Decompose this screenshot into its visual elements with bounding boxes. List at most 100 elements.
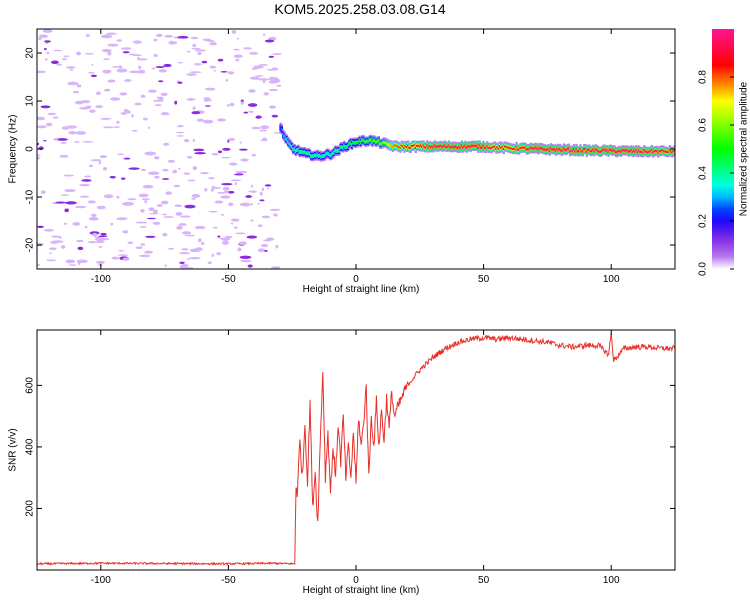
signal-peak (304, 152, 308, 155)
signal-peak (544, 149, 548, 152)
noise-speckle (200, 172, 210, 175)
noise-speckle (172, 169, 178, 174)
signal-peak (498, 145, 502, 148)
signal-peak (567, 147, 571, 150)
noise-speckle (143, 117, 148, 121)
signal-peak (407, 144, 410, 147)
noise-speckle (147, 126, 150, 129)
signal-peak (412, 144, 415, 147)
signal-peak (283, 135, 286, 138)
noise-speckle (46, 51, 50, 55)
signal-peak (358, 139, 361, 142)
noise-speckle (239, 255, 252, 259)
signal-peak (579, 148, 582, 151)
noise-speckle (99, 117, 112, 120)
signal-peak (563, 148, 567, 151)
signal-peak (474, 144, 477, 147)
noise-speckle (158, 96, 164, 101)
signal-peak (557, 148, 560, 151)
signal-peak (385, 141, 388, 144)
noise-speckle (122, 257, 130, 261)
noise-speckle (76, 239, 84, 243)
signal-peak (280, 128, 283, 131)
signal-peak (373, 139, 377, 142)
colorbar-tick-label: 0.2 (698, 214, 709, 228)
noise-speckle (102, 166, 108, 171)
noise-speckle (177, 35, 189, 39)
noise-speckle (141, 198, 151, 200)
noise-speckle (37, 263, 40, 266)
noise-speckle (75, 131, 86, 135)
noise-speckle (257, 202, 260, 205)
signal-peak (623, 149, 627, 152)
signal-peak (533, 147, 536, 150)
noise-speckle (89, 109, 96, 113)
signal-peak (356, 141, 359, 144)
noise-speckle (92, 232, 98, 237)
signal-peak (632, 149, 636, 152)
noise-speckle (98, 235, 108, 238)
signal-peak (464, 144, 467, 147)
noise-speckle (235, 58, 240, 62)
noise-speckle (137, 69, 146, 74)
noise-speckle (251, 153, 256, 157)
signal-peak (625, 149, 628, 152)
signal-peak (382, 141, 386, 144)
noise-speckle (180, 215, 191, 218)
noise-speckle (127, 198, 137, 201)
signal-peak (595, 149, 599, 152)
noise-speckle (98, 160, 102, 165)
colorbar-tick-label: 0.6 (698, 118, 709, 132)
noise-speckle (138, 193, 149, 198)
noise-speckle (157, 80, 164, 83)
signal-peak (437, 145, 440, 148)
noise-speckle (186, 50, 191, 53)
noise-speckle (153, 53, 158, 58)
noise-speckle (132, 40, 142, 44)
signal-peak (666, 151, 669, 154)
noise-speckle (189, 256, 201, 260)
signal-peak (290, 145, 294, 148)
noise-speckle (174, 100, 178, 105)
signal-peak (472, 144, 475, 147)
noise-speckle (174, 204, 182, 207)
noise-speckle (50, 60, 59, 65)
noise-speckle (65, 259, 76, 264)
noise-speckle (144, 250, 153, 254)
signal-peak (523, 146, 526, 149)
noise-speckle (110, 97, 121, 101)
signal-peak (552, 148, 555, 151)
signal-peak (617, 149, 620, 152)
signal-peak (288, 142, 291, 145)
y-tick-label: 10 (25, 95, 36, 107)
signal-peak (518, 148, 521, 151)
noise-speckle (116, 121, 120, 124)
signal-peak (551, 148, 554, 151)
noise-speckle (264, 184, 272, 187)
noise-speckle (204, 87, 216, 91)
noise-speckle (148, 207, 155, 212)
noise-speckle (162, 213, 167, 216)
y-tick-label: 400 (25, 438, 36, 455)
noise-speckle (177, 81, 183, 84)
noise-speckle (65, 201, 77, 205)
noise-speckle (192, 106, 196, 111)
signal-peak (339, 146, 342, 149)
noise-speckle (38, 34, 48, 39)
signal-peak (553, 148, 557, 151)
noise-speckle (144, 199, 147, 204)
noise-speckle (76, 84, 82, 88)
noise-speckle (147, 171, 160, 175)
noise-speckle (124, 79, 132, 82)
signal-peak (341, 146, 345, 149)
noise-speckle (259, 199, 265, 202)
noise-speckle (269, 76, 273, 81)
signal-peak (391, 146, 395, 149)
noise-speckle (178, 167, 181, 171)
noise-speckle (131, 129, 138, 132)
colorbar-tick-label: 0.8 (698, 70, 709, 84)
noise-speckle (250, 190, 257, 193)
noise-speckle (263, 33, 266, 37)
noise-speckle (152, 209, 159, 214)
noise-speckle (193, 148, 205, 152)
